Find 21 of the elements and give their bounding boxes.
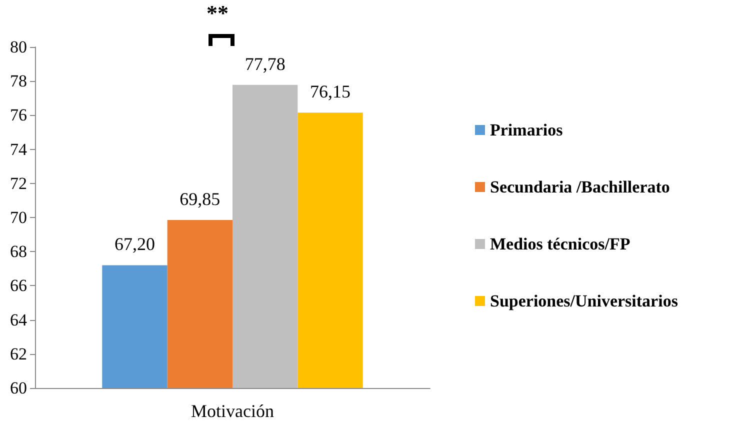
legend-label: Superiones/Universitarios: [490, 292, 678, 310]
y-tick-label: 80: [10, 38, 27, 56]
y-tick-label: 64: [10, 310, 28, 330]
legend-label: Medios técnicos/FP: [490, 234, 630, 254]
y-tick-label: 72: [10, 174, 27, 193]
y-tick-label: 78: [10, 72, 27, 91]
data-label: 77,78: [244, 54, 286, 74]
data-label: 69,85: [180, 189, 220, 210]
y-tick-label: 66: [10, 276, 27, 296]
legend-label: Primarios: [490, 120, 564, 140]
y-tick-label: 68: [10, 242, 27, 262]
data-label: 67,20: [114, 234, 155, 254]
y-tick-label: 70: [10, 208, 27, 227]
y-tick-label: 62: [10, 344, 27, 364]
data-label: 76,15: [310, 82, 351, 102]
y-tick-label: 60: [10, 378, 27, 398]
text: **: [206, 0, 228, 26]
y-tick-label: 76: [10, 106, 27, 125]
legend-label: Secundaria /Bachillerato: [490, 178, 670, 196]
x-tick-label: Motivación: [191, 401, 274, 421]
y-tick-label: 74: [10, 140, 28, 159]
